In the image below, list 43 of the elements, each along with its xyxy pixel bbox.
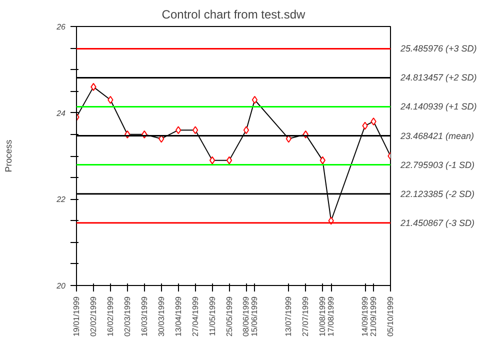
point — [370, 117, 376, 126]
ref-line-label: 23.468421 (mean) — [400, 130, 474, 141]
point — [226, 156, 232, 164]
x-tick-label: 11/05/1999 — [208, 296, 217, 336]
x-tick-label: 13/07/1999 — [284, 296, 294, 337]
y-tick-label: 22 — [56, 195, 66, 204]
x-tick-label: 21/09/1999 — [369, 296, 378, 337]
x-tick-label: 16/02/1999 — [106, 296, 115, 337]
point — [192, 126, 198, 134]
ref-line-label: 24.140939 (+1 SD) — [400, 102, 477, 112]
point — [243, 126, 250, 134]
x-tick-label: 27/07/1999 — [301, 296, 310, 337]
point — [252, 96, 258, 104]
x-tick-label: 02/02/1999 — [88, 296, 98, 337]
x-tick-label: 02/03/1999 — [122, 296, 132, 337]
ref-line-label: 22.123385 (-2 SD) — [400, 188, 475, 199]
x-tick-label: 15/06/1999 — [250, 296, 260, 337]
x-tick-label: 14/09/1999 — [360, 296, 370, 337]
x-tick-label: 25/05/1999 — [224, 296, 234, 337]
ref-line-label: 25.485976 (+3 SD) — [400, 44, 477, 54]
point — [108, 96, 114, 104]
point — [176, 126, 182, 134]
point — [209, 156, 216, 164]
y-tick-label: 20 — [56, 282, 66, 290]
x-tick-label: 10/08/1999 — [318, 296, 328, 337]
x-tick-label: 05/10/1999 — [386, 296, 395, 337]
y-tick-label: 26 — [56, 22, 66, 32]
point — [362, 122, 368, 130]
x-tick-label: 30/03/1999 — [156, 296, 166, 337]
ref-line-label: 22.795903 (-1 SD) — [400, 160, 475, 170]
x-tick-label: 17/08/1999 — [326, 296, 336, 337]
ref-line-label: 24.813457 (+2 SD) — [400, 72, 477, 83]
ref-line-label: 21.450867 (-3 SD) — [400, 218, 475, 228]
point — [90, 82, 96, 91]
x-tick-label: 19/01/1999 — [72, 296, 81, 337]
y-axis-title: Process — [4, 139, 14, 172]
chart-title: Control chart from test.sdw — [162, 8, 306, 22]
y-tick-label: 24 — [56, 108, 66, 118]
x-tick-label: 16/03/1999 — [140, 296, 149, 337]
x-tick-label: 08/06/1999 — [242, 296, 251, 337]
point — [320, 156, 326, 164]
x-tick-label: 13/04/1999 — [174, 296, 183, 337]
x-tick-label: 27/04/1999 — [190, 296, 200, 337]
